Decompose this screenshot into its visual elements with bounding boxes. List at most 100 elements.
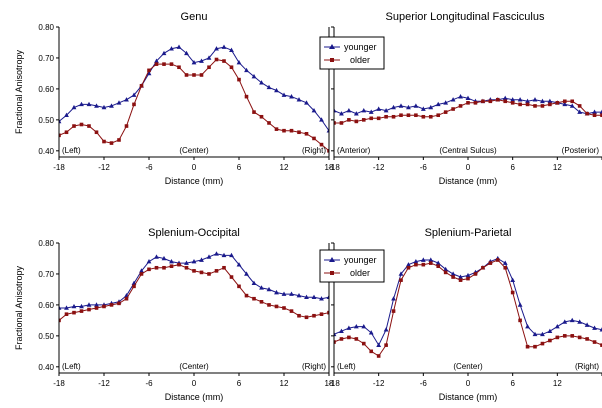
- panel-1: Superior Longitudinal Fasciculus -18 -12 -6…: [319, 11, 602, 186]
- panel-1-series-older-point: [577, 104, 582, 108]
- panel-2-series-younger-point: [304, 294, 309, 299]
- panel-2-annotation: (Left): [62, 362, 81, 371]
- legend-triangle-marker: [329, 44, 335, 49]
- panel-2-series-older-point: [79, 309, 84, 313]
- panel-0-x-tick-label: -6: [145, 163, 153, 172]
- panel-3-series-younger-point: [547, 328, 553, 334]
- panel-0-series-older-point: [244, 94, 249, 99]
- panel-1-series-older-point: [510, 101, 515, 105]
- panel-2-series-younger-point: [274, 289, 279, 295]
- panel-0-x-tick-label: -18: [53, 163, 65, 172]
- panel-0-series-older-point: [282, 128, 286, 133]
- panel-0-series-older-point: [184, 73, 189, 77]
- panel-2-y-axis-label: Fractional Anisotropy: [14, 265, 24, 350]
- panel-1-series-older-point: [399, 113, 403, 118]
- panel-2-series-older-point: [132, 284, 136, 289]
- panel-3-series-younger-point: [443, 266, 449, 272]
- panel-3-series-older-point: [458, 278, 463, 282]
- panel-1-series-younger-point: [599, 109, 602, 114]
- panel-1-series-younger-point: [413, 103, 419, 108]
- panel-0-series-younger-point: [154, 58, 159, 63]
- legend-label-younger: younger: [344, 42, 377, 52]
- panel-3-series-older-point: [384, 343, 388, 347]
- panel-1-series-older-point: [443, 110, 448, 114]
- legend-label-younger: younger: [344, 255, 377, 265]
- panel-0-series-younger-point: [214, 46, 219, 51]
- panel-1-series-younger-point: [592, 109, 597, 114]
- panel-3-x-tick-label: -12: [373, 379, 385, 388]
- panel-3-series-younger-point: [383, 327, 389, 332]
- panel-3-series-older-point: [548, 338, 552, 343]
- panel-2-series-older-point: [147, 267, 151, 272]
- panel-0-series-older-point: [94, 130, 99, 135]
- panel-2-series-older-point: [169, 264, 174, 269]
- panel-3-x-tick-label: 12: [553, 379, 562, 388]
- panel-1-series-older-point: [406, 113, 411, 118]
- panel-0-series-younger-point: [161, 50, 167, 56]
- panel-1-series-older-point: [585, 111, 589, 116]
- panel-2-series-younger-point: [244, 271, 249, 276]
- panel-2-series-older-point: [214, 269, 219, 273]
- panel-1-series-younger-point: [547, 98, 553, 104]
- panel-0-series-younger-line: [59, 46, 329, 131]
- panel-2-y-tick-label: 0.50: [38, 332, 54, 341]
- panel-0-series-younger-point: [281, 92, 287, 97]
- panel-3-series-younger-point: [569, 317, 575, 323]
- panel-2-series-younger-point: [319, 296, 324, 301]
- panel-1-x-tick-label: 0: [466, 163, 471, 172]
- panel-2-series-older-point: [327, 310, 329, 315]
- panel-0-y-tick-label: 0.60: [38, 85, 54, 94]
- panel-1-series-older-point: [384, 114, 388, 119]
- panel-1-series-older-point: [481, 99, 485, 104]
- panel-3-series-older-point: [481, 265, 485, 270]
- panel-2-series-older-point: [184, 265, 189, 270]
- panel-0-series-younger-point: [59, 118, 62, 124]
- legend-triangle-marker: [329, 257, 335, 262]
- panel-3-series-older-point: [495, 258, 500, 262]
- panel-3-series-younger-point: [562, 319, 568, 324]
- panel-2-series-younger-point: [221, 252, 227, 258]
- panel-1-x-tick-label: 6: [510, 163, 515, 172]
- panel-3-x-axis-label: Distance (mm): [439, 392, 498, 402]
- panel-0-series-younger-point: [184, 50, 189, 56]
- panel-0-annotation: (Center): [179, 146, 209, 155]
- panel-1-legend: younger older: [319, 36, 385, 70]
- panel-0-series-younger-point: [206, 55, 212, 60]
- panel-0-x-tick-label: 18: [325, 163, 334, 172]
- legend-label-older: older: [350, 55, 370, 65]
- panel-1-series-older-point: [376, 116, 381, 121]
- panel-0-series-younger-point: [169, 46, 174, 51]
- panel-2-series-older-point: [259, 300, 264, 304]
- panel-3-series-younger-point: [391, 296, 396, 301]
- panel-1-series-younger-point: [339, 111, 344, 116]
- panel-3-series-younger-point: [599, 327, 602, 332]
- panel-3-series-older-point: [391, 309, 396, 313]
- panel-0-series-younger-point: [101, 104, 107, 110]
- panel-0-series-older-point: [222, 59, 226, 63]
- panel-1-series-older-point: [570, 99, 575, 104]
- panel-2-series-younger-point: [214, 251, 219, 256]
- panel-0-series-younger-point: [221, 44, 227, 49]
- panel-0-series-younger-point: [71, 104, 77, 110]
- panel-1-series-older-point: [414, 113, 418, 118]
- panel-3-series-younger-point: [339, 328, 344, 334]
- panel-0-series-older-point: [214, 57, 219, 62]
- panel-1-series-older-point: [369, 116, 374, 121]
- panel-1-series-younger-point: [420, 106, 426, 111]
- panel-1-annotation: (Anterior): [337, 146, 371, 155]
- panel-3-series-younger-point: [532, 331, 538, 337]
- panel-3-series-younger-point: [584, 322, 590, 327]
- panel-3-series-younger-point: [368, 330, 374, 335]
- panel-2-series-older-point: [244, 293, 249, 298]
- panel-0-series-younger-point: [191, 59, 197, 65]
- panel-3-series-younger-point: [361, 323, 367, 329]
- panel-2-series-older-point: [267, 303, 271, 307]
- panel-1-series-older-point: [548, 102, 552, 107]
- panel-3-series-younger-point: [525, 323, 530, 329]
- panel-0-series-younger-point: [116, 100, 122, 105]
- panel-2-series-younger-point: [206, 254, 212, 259]
- panel-0-series-older-point: [274, 127, 279, 131]
- panel-1-series-older-point: [525, 102, 530, 107]
- panel-0-series-younger-point: [236, 59, 242, 65]
